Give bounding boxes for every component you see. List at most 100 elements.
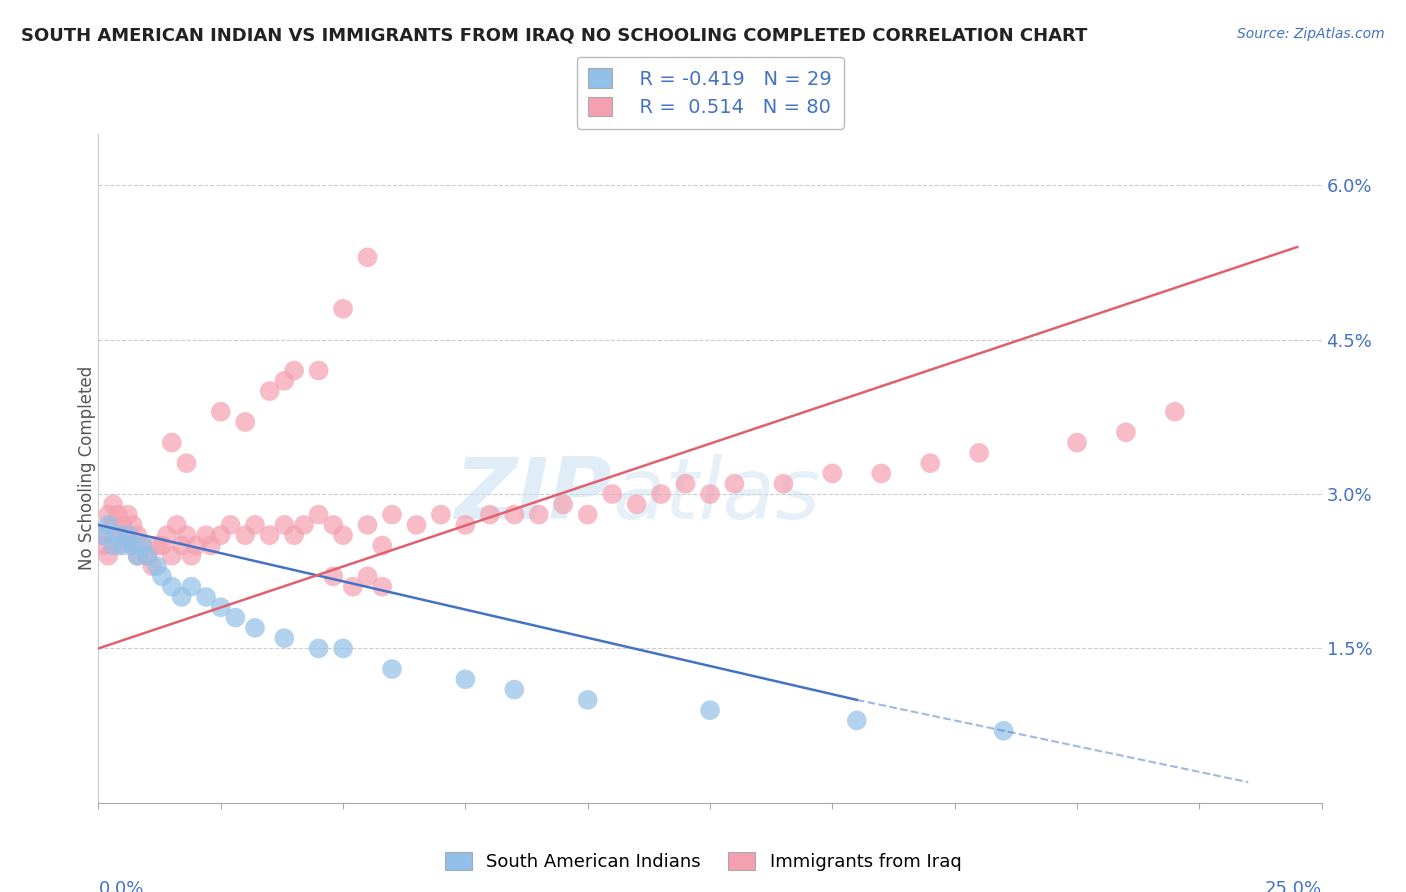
Point	[405, 517, 427, 532]
Point	[136, 549, 159, 563]
Text: 25.0%: 25.0%	[1264, 880, 1322, 892]
Point	[308, 508, 330, 522]
Point	[121, 517, 143, 532]
Legend: South American Indians, Immigrants from Iraq: South American Indians, Immigrants from …	[437, 845, 969, 879]
Point	[332, 528, 354, 542]
Text: Source: ZipAtlas.com: Source: ZipAtlas.com	[1237, 27, 1385, 41]
Point	[131, 539, 153, 553]
Text: 0.0%: 0.0%	[98, 880, 143, 892]
Point	[195, 528, 218, 542]
Point	[503, 682, 526, 697]
Point	[170, 539, 193, 553]
Point	[259, 384, 281, 398]
Point	[650, 487, 672, 501]
Point	[576, 508, 599, 522]
Point	[576, 693, 599, 707]
Point	[283, 528, 305, 542]
Point	[1115, 425, 1137, 440]
Point	[107, 528, 129, 542]
Point	[845, 714, 868, 728]
Point	[200, 539, 222, 553]
Point	[233, 415, 256, 429]
Point	[283, 363, 305, 377]
Point	[699, 703, 721, 717]
Point	[209, 405, 232, 419]
Point	[371, 539, 394, 553]
Point	[527, 508, 550, 522]
Point	[356, 569, 378, 583]
Point	[121, 539, 143, 553]
Point	[97, 549, 120, 563]
Point	[101, 497, 124, 511]
Point	[101, 517, 124, 532]
Point	[626, 497, 648, 511]
Text: ZIP: ZIP	[454, 453, 612, 537]
Point	[166, 517, 188, 532]
Point	[195, 590, 218, 604]
Point	[146, 539, 169, 553]
Point	[180, 580, 202, 594]
Point	[356, 250, 378, 264]
Point	[430, 508, 453, 522]
Point	[371, 580, 394, 594]
Point	[322, 517, 344, 532]
Point	[127, 549, 149, 563]
Point	[150, 569, 173, 583]
Point	[273, 517, 295, 532]
Point	[111, 528, 134, 542]
Point	[186, 539, 208, 553]
Point	[176, 528, 198, 542]
Point	[150, 539, 173, 553]
Point	[170, 590, 193, 604]
Point	[273, 631, 295, 645]
Point	[141, 559, 163, 574]
Y-axis label: No Schooling Completed: No Schooling Completed	[79, 367, 96, 570]
Point	[117, 508, 139, 522]
Point	[454, 517, 477, 532]
Point	[920, 456, 942, 470]
Point	[821, 467, 844, 481]
Point	[160, 549, 183, 563]
Point	[1066, 435, 1088, 450]
Point	[600, 487, 623, 501]
Point	[342, 580, 364, 594]
Point	[723, 476, 745, 491]
Point	[381, 662, 404, 676]
Point	[107, 539, 129, 553]
Point	[117, 528, 139, 542]
Point	[97, 508, 120, 522]
Point	[381, 508, 404, 522]
Point	[259, 528, 281, 542]
Point	[146, 559, 169, 574]
Point	[243, 621, 266, 635]
Point	[117, 528, 139, 542]
Point	[91, 528, 114, 542]
Point	[224, 610, 246, 624]
Point	[993, 723, 1015, 738]
Point	[553, 497, 575, 511]
Text: atlas: atlas	[612, 453, 820, 537]
Point	[292, 517, 315, 532]
Point	[356, 517, 378, 532]
Point	[503, 508, 526, 522]
Point	[772, 476, 794, 491]
Point	[97, 517, 120, 532]
Point	[209, 600, 232, 615]
Point	[160, 580, 183, 594]
Point	[111, 539, 134, 553]
Point	[160, 435, 183, 450]
Point	[156, 528, 179, 542]
Point	[233, 528, 256, 542]
Point	[308, 641, 330, 656]
Point	[180, 549, 202, 563]
Point	[332, 641, 354, 656]
Point	[91, 539, 114, 553]
Point	[454, 673, 477, 687]
Point	[107, 508, 129, 522]
Point	[209, 528, 232, 542]
Point	[478, 508, 501, 522]
Point	[101, 539, 124, 553]
Point	[91, 528, 114, 542]
Point	[121, 539, 143, 553]
Text: SOUTH AMERICAN INDIAN VS IMMIGRANTS FROM IRAQ NO SCHOOLING COMPLETED CORRELATION: SOUTH AMERICAN INDIAN VS IMMIGRANTS FROM…	[21, 27, 1087, 45]
